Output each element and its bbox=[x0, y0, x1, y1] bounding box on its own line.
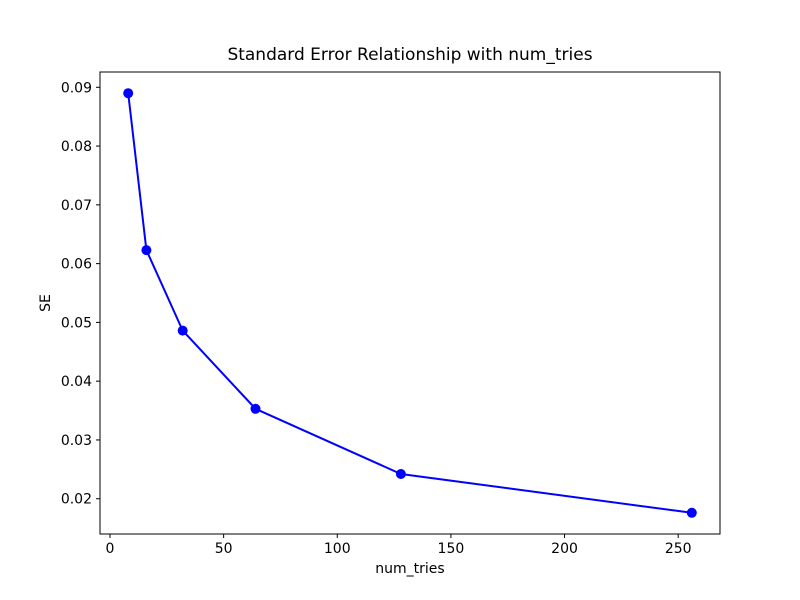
data-point-marker bbox=[686, 507, 697, 518]
y-tick-label: 0.08 bbox=[61, 139, 92, 155]
y-tick-label: 0.02 bbox=[61, 492, 92, 508]
data-point-marker bbox=[250, 403, 261, 414]
data-point-marker bbox=[177, 325, 188, 336]
x-axis-label: num_tries bbox=[375, 561, 444, 577]
x-tick-label: 50 bbox=[215, 541, 233, 557]
data-point-marker bbox=[141, 245, 152, 256]
y-tick-label: 0.09 bbox=[61, 80, 92, 96]
x-tick-label: 0 bbox=[106, 541, 115, 557]
x-tick-label: 200 bbox=[551, 541, 578, 557]
axes-frame bbox=[99, 71, 721, 535]
x-tick-label: 150 bbox=[438, 541, 465, 557]
se-line bbox=[127, 93, 692, 514]
y-tick-label: 0.06 bbox=[61, 257, 92, 273]
y-axis-label: SE bbox=[38, 294, 54, 312]
data-point-marker bbox=[395, 469, 406, 479]
y-axis-ticks: 0.02 0.03 0.04 0.05 0.06 0.07 0.08 0.09 bbox=[61, 80, 100, 508]
data-series-se-line bbox=[123, 88, 697, 518]
y-tick-label: 0.07 bbox=[61, 198, 92, 214]
x-axis-ticks: 0 50 100 150 200 250 bbox=[106, 534, 692, 557]
x-tick-label: 250 bbox=[665, 541, 692, 557]
y-tick-label: 0.03 bbox=[61, 433, 92, 449]
y-tick-label: 0.05 bbox=[61, 315, 92, 331]
data-point-marker bbox=[123, 88, 134, 99]
x-tick-label: 100 bbox=[324, 541, 351, 557]
y-tick-label: 0.04 bbox=[61, 374, 92, 390]
chart-title: Standard Error Relationship with num_tri… bbox=[227, 45, 592, 65]
